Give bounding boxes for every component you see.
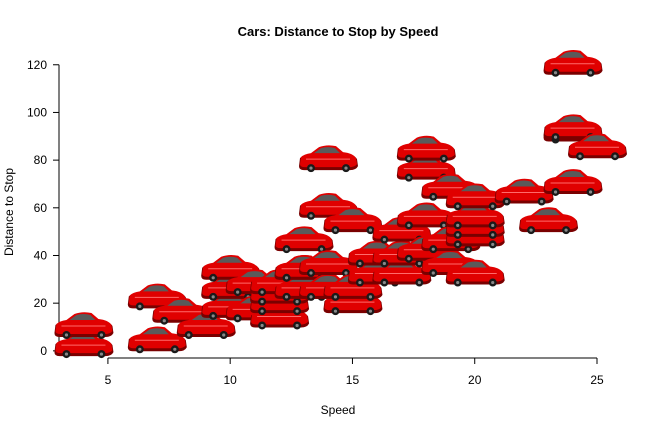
data-point-car xyxy=(519,207,579,235)
data-point-car xyxy=(323,207,383,235)
data-point-car xyxy=(396,202,456,230)
data-point-car xyxy=(568,133,627,161)
chart-title: Cars: Distance to Stop by Speed xyxy=(238,24,439,39)
data-point-car xyxy=(274,226,334,254)
data-point-car xyxy=(372,216,432,244)
y-axis-label: Distance to Stop xyxy=(2,168,16,256)
data-point-car xyxy=(54,312,114,340)
data-point-car xyxy=(543,169,603,196)
axes: 0 20 40 60 80 100 120 5 10 15 20 25 xyxy=(27,58,604,387)
data-point-car xyxy=(445,259,505,287)
data-point-car xyxy=(445,183,505,211)
y-tick-label: 20 xyxy=(34,296,48,310)
data-points xyxy=(54,49,627,359)
y-tick-label: 0 xyxy=(40,344,47,358)
x-tick-label: 25 xyxy=(590,373,604,387)
y-tick-label: 100 xyxy=(27,105,47,119)
data-point-car xyxy=(127,326,187,354)
data-point-car xyxy=(396,135,456,163)
x-tick-label: 5 xyxy=(105,373,112,387)
x-tick-label: 10 xyxy=(224,373,238,387)
data-point-car xyxy=(494,178,554,206)
y-tick-label: 120 xyxy=(27,58,47,72)
y-tick-label: 40 xyxy=(34,248,48,262)
x-tick-label: 15 xyxy=(346,373,360,387)
data-point-car xyxy=(299,193,358,220)
data-point-car xyxy=(543,49,603,77)
data-point-car xyxy=(299,145,358,173)
y-tick-label: 60 xyxy=(34,201,48,215)
x-tick-label: 20 xyxy=(468,373,482,387)
data-point-car xyxy=(127,283,187,311)
x-axis-label: Speed xyxy=(321,403,356,417)
y-tick-label: 80 xyxy=(34,153,48,167)
